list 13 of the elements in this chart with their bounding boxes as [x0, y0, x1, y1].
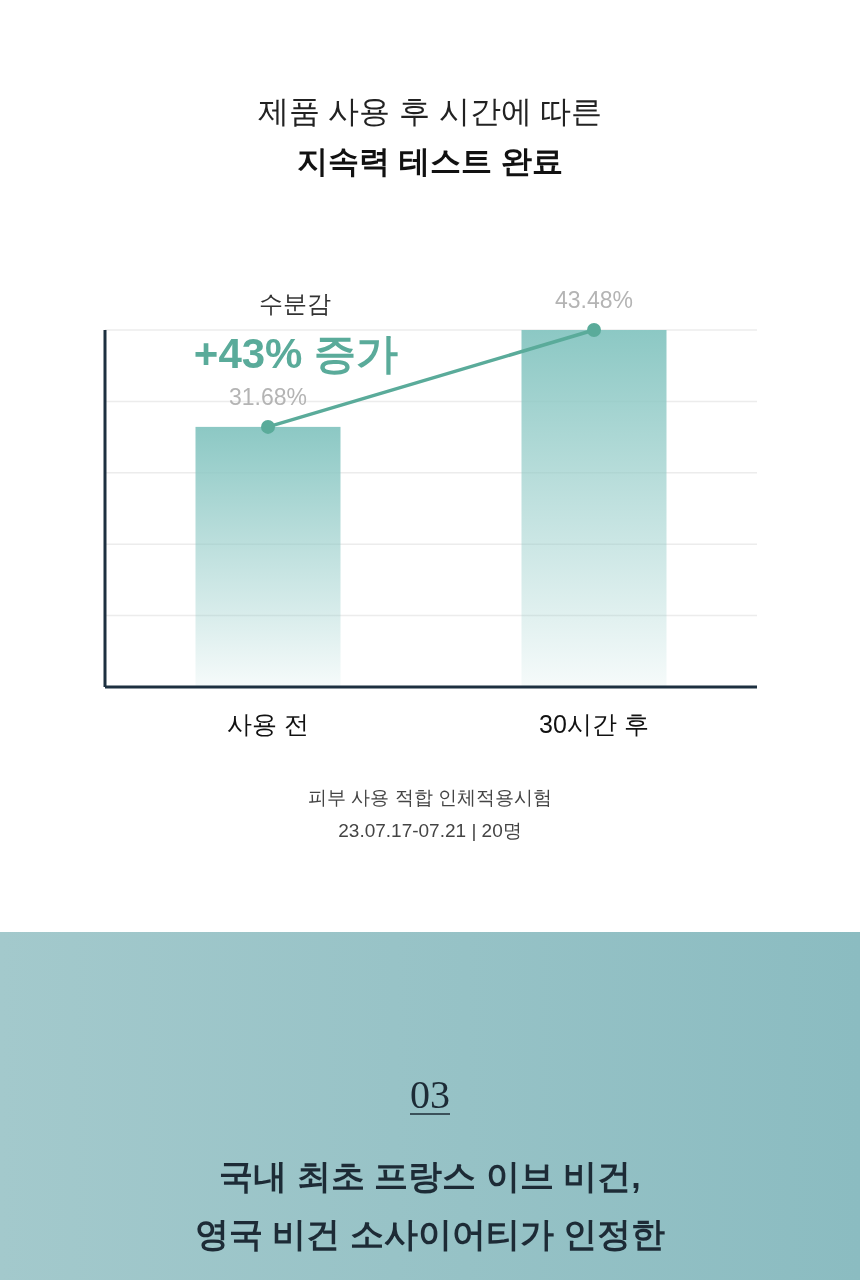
text: 수분감 [259, 290, 331, 317]
text: 피부 사용 적합 인체적용시험 [308, 787, 552, 808]
data-label: 43.48% [554, 287, 634, 313]
chart-title: 제품 사용 후 시간에 따른 [257, 94, 603, 129]
x-tick-label: 30시간 후 [539, 710, 649, 738]
data-label: 31.68% [228, 383, 308, 410]
text: 국내 최초 프랑스 이브 비건, [219, 1157, 641, 1195]
chart-subtitle: 지속력 테스트 완료 [297, 144, 563, 179]
annotation: +43% 증가 [193, 330, 399, 377]
text: 03 [410, 1072, 450, 1117]
x-tick-label: 사용 전 [227, 710, 309, 738]
text: 영국 비건 소사이어티가 인정한 [194, 1215, 666, 1253]
text: 23.07.17-07.21 | 20명 [338, 820, 522, 841]
